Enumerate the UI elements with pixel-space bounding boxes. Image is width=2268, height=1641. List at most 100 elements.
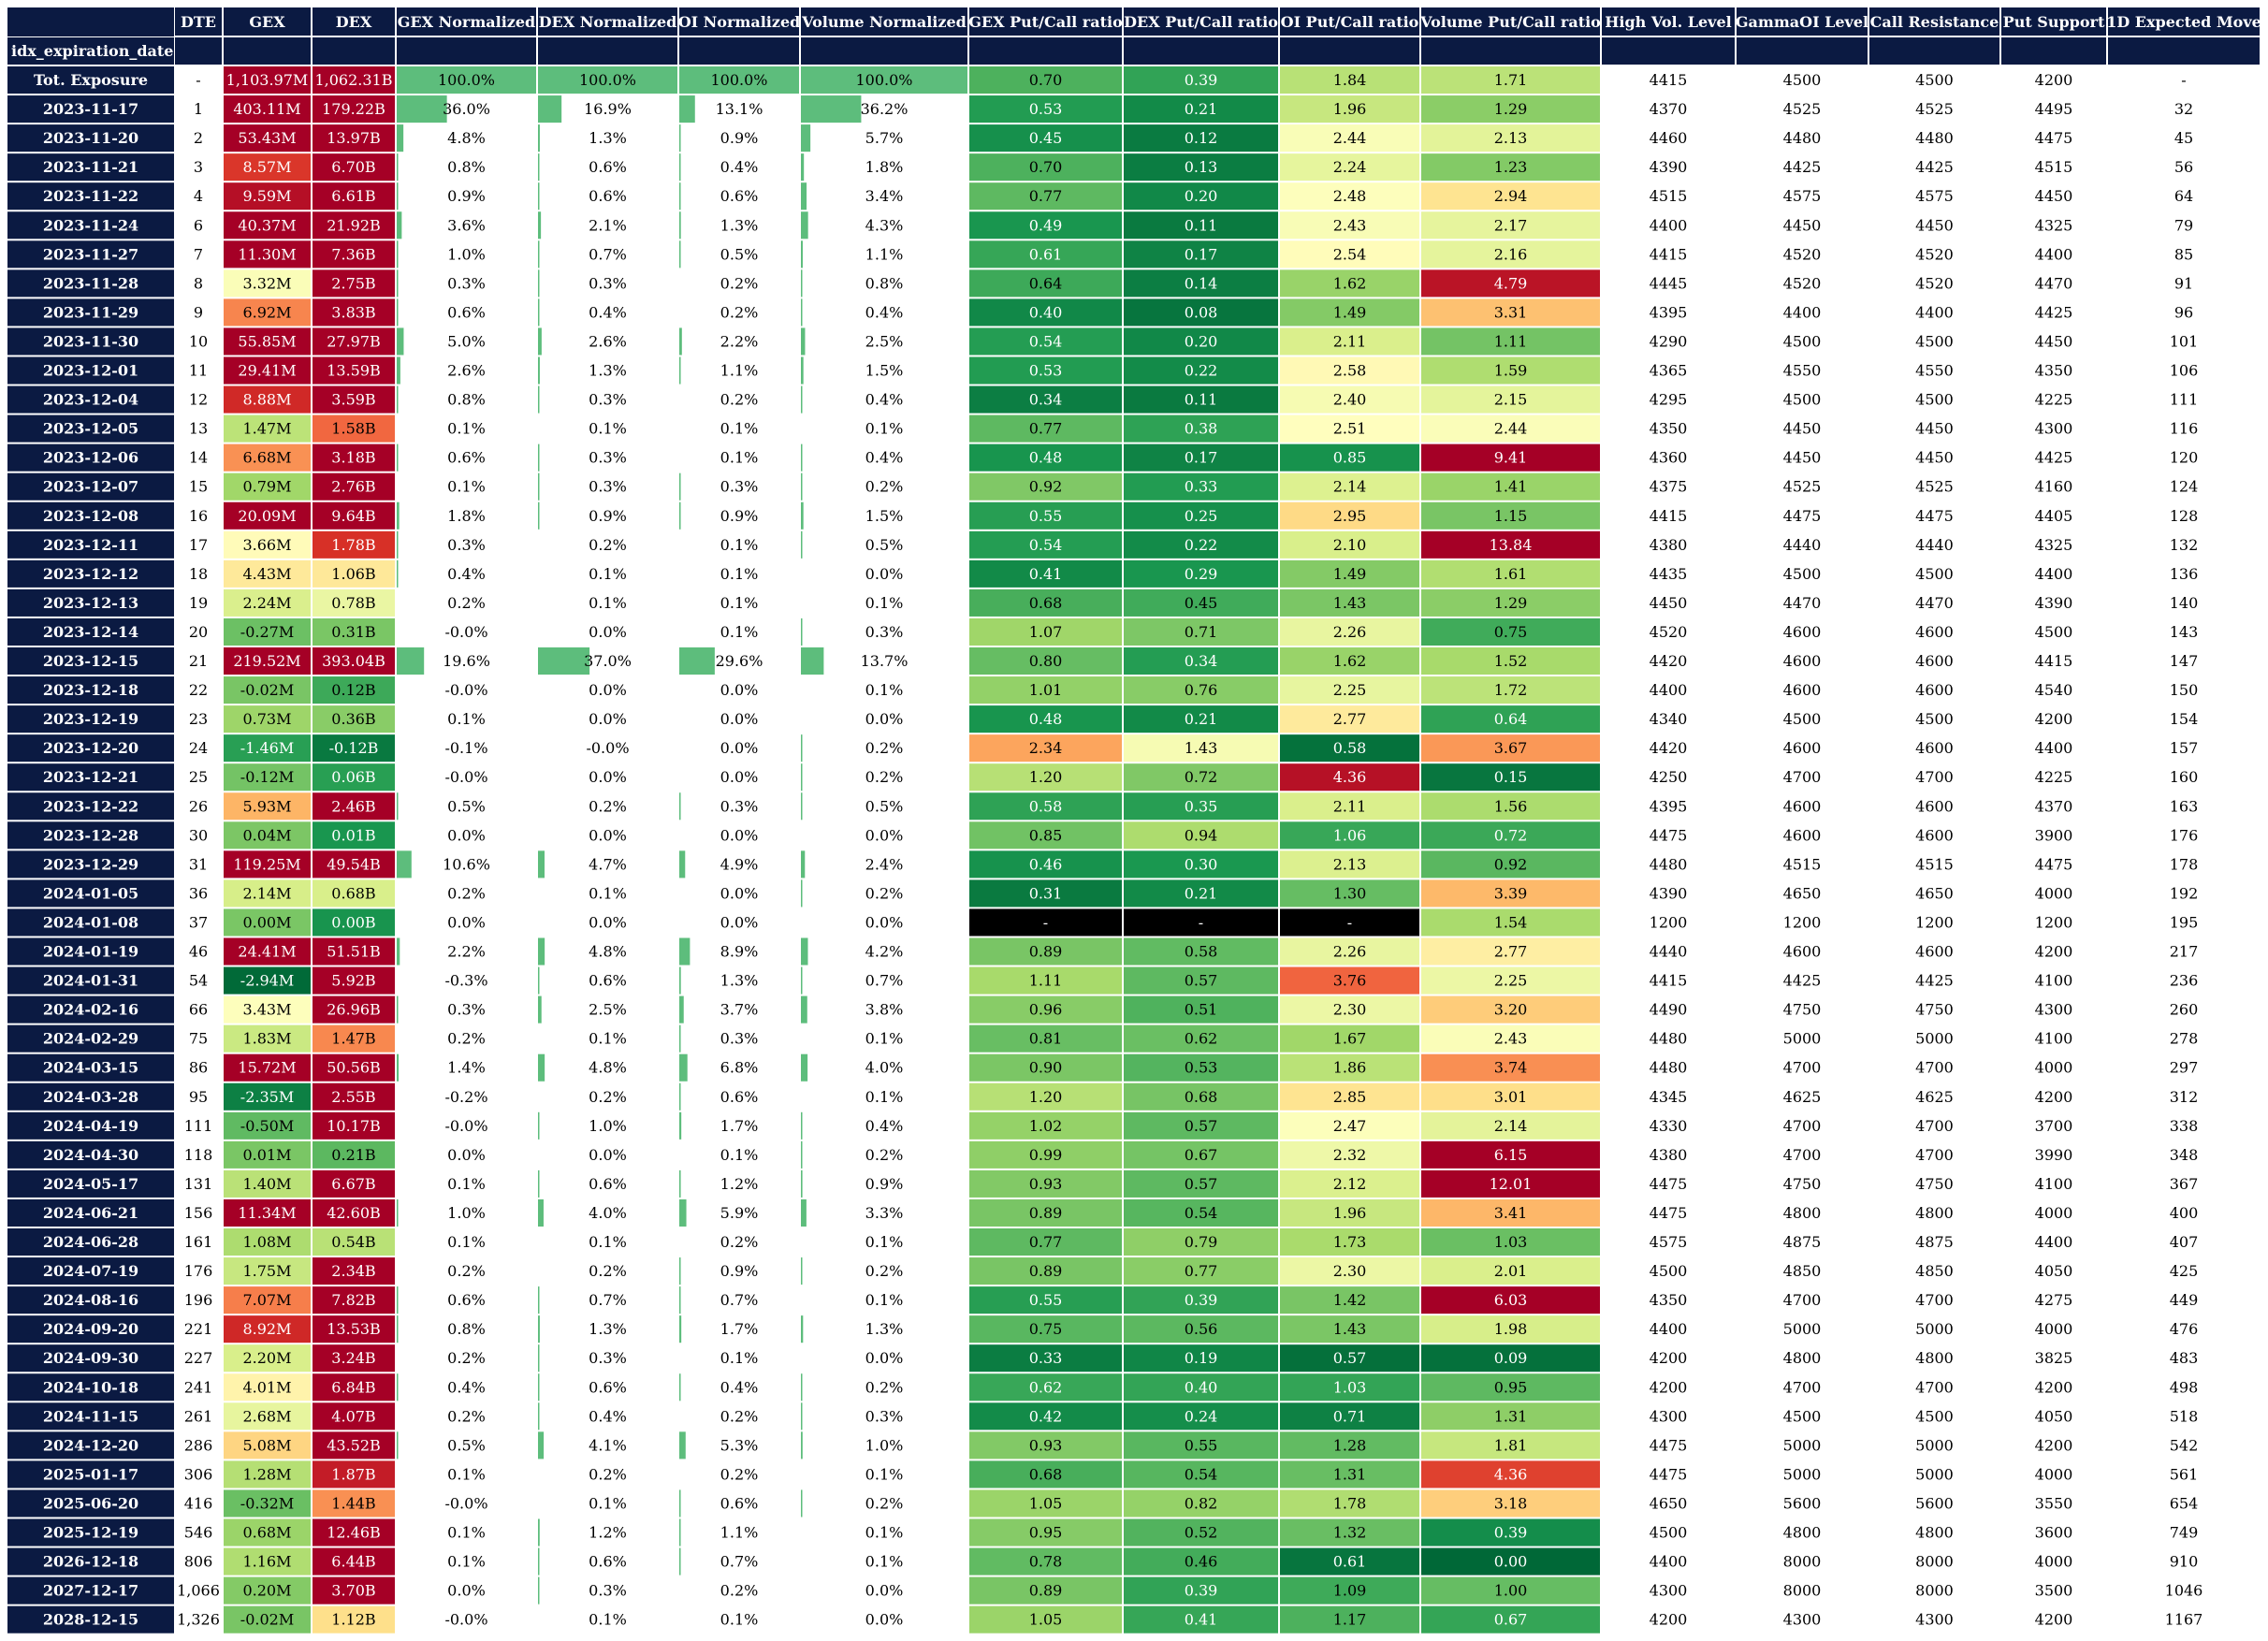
- cell-value-dte: 131: [184, 1175, 213, 1193]
- heat-cell: [1124, 356, 1278, 385]
- normalized-bar: [538, 1547, 540, 1576]
- cell-value-dte: 66: [189, 1001, 208, 1019]
- cell-value-oin: 1.7%: [720, 1320, 759, 1338]
- cell-value-dte: 36: [189, 884, 208, 902]
- cell-value-dexpc: 0.72: [1185, 768, 1218, 786]
- row-date-cell: [7, 1605, 174, 1634]
- cell-value-gexn: 0.8%: [447, 1320, 486, 1338]
- cell-value-oin: 0.4%: [720, 158, 759, 176]
- cell-value-dex: 1.87B: [331, 1465, 375, 1483]
- cell-value-cr: 4600: [1915, 652, 1954, 670]
- cell-value-dex: 3.18B: [331, 449, 375, 467]
- cell-value-oin: 0.3%: [720, 478, 759, 496]
- cell-value-dte: 46: [189, 943, 208, 961]
- cell-value-volpc: 2.44: [1494, 420, 1528, 438]
- heat-cell: [313, 792, 395, 820]
- cell-value-goi: 4500: [1783, 1407, 1822, 1425]
- cell-value-oipc: 1.67: [1333, 1030, 1367, 1048]
- cell-value-gexpc: -: [1043, 913, 1048, 931]
- cell-value-hvl: 4395: [1650, 303, 1688, 321]
- cell-value-gexpc: 0.90: [1029, 1059, 1063, 1077]
- row-date-cell: [7, 792, 174, 820]
- column-header-cell: [679, 7, 799, 36]
- cell-value-em: 111: [2170, 391, 2199, 409]
- cell-value-cr: 4500: [1915, 565, 1954, 583]
- cell-value-goi: 4800: [1783, 1349, 1822, 1367]
- cell-value-dte: 176: [184, 1262, 213, 1280]
- cell-value-oin: 0.2%: [720, 391, 759, 409]
- cell-value-oin: 0.6%: [720, 1494, 759, 1512]
- cell-value-dexpc: 0.55: [1185, 1436, 1218, 1454]
- cell-value-dte: 9: [194, 303, 203, 321]
- cell-value-goi: 4600: [1783, 623, 1822, 641]
- heat-cell: [1124, 995, 1278, 1024]
- cell-value-dexn: 4.7%: [589, 855, 627, 873]
- cell-value-dte: 156: [184, 1204, 213, 1222]
- cell-value-dexpc: -: [1199, 913, 1203, 931]
- cell-value-goi: 4700: [1783, 1117, 1822, 1135]
- cell-value-em: 45: [2174, 129, 2193, 147]
- normalized-bar: [538, 385, 540, 414]
- row-date-cell: [7, 298, 174, 327]
- cell-value-voln: 0.4%: [865, 391, 904, 409]
- cell-value-gex: 0.04M: [242, 826, 291, 844]
- heat-cell: [1421, 356, 1600, 385]
- cell-value-volpc: 2.94: [1494, 187, 1528, 205]
- heat-cell: [224, 1024, 311, 1053]
- row-date-label: 2023-12-20: [43, 739, 138, 757]
- row-date-label: 2024-04-30: [43, 1146, 138, 1164]
- cell-value-hvl: 4460: [1650, 129, 1688, 147]
- heat-cell: [313, 559, 395, 588]
- heat-cell: [1280, 472, 1419, 501]
- cell-value-cr: 4400: [1915, 303, 1954, 321]
- cell-value-gexn: 0.3%: [447, 536, 486, 554]
- cell-value-gexpc: 0.41: [1029, 565, 1063, 583]
- heat-cell: [1280, 501, 1419, 530]
- cell-value-gexn: -0.0%: [444, 1117, 487, 1135]
- cell-value-voln: 0.0%: [865, 1611, 904, 1629]
- heat-cell: [969, 1460, 1122, 1489]
- cell-value-voln: 0.1%: [865, 1465, 904, 1483]
- heat-cell: [1280, 298, 1419, 327]
- normalized-bar: [397, 792, 399, 820]
- cell-value-dexn: 0.7%: [589, 1291, 627, 1309]
- cell-value-dte: 17: [189, 536, 208, 554]
- cell-value-oipc: 2.44: [1333, 129, 1367, 147]
- cell-value-voln: 0.0%: [865, 826, 904, 844]
- cell-value-hvl: 4400: [1650, 1320, 1688, 1338]
- cell-value-voln: 2.5%: [865, 332, 904, 350]
- heat-cell: [224, 734, 311, 762]
- cell-value-oipc: 2.13: [1333, 855, 1367, 873]
- row-date-label: 2023-12-04: [43, 391, 138, 409]
- heat-cell: [224, 182, 311, 211]
- cell-value-gexn: 0.5%: [447, 1436, 486, 1454]
- heat-cell: [224, 356, 311, 385]
- header-corner-cell: [7, 7, 174, 36]
- heat-cell: [313, 1286, 395, 1314]
- cell-value-oipc: 2.95: [1333, 507, 1367, 525]
- cell-value-em: 163: [2170, 797, 2199, 815]
- cell-value-goi: 8000: [1783, 1582, 1822, 1600]
- heat-cell: [313, 821, 395, 850]
- cell-value-voln: 1.8%: [865, 158, 904, 176]
- cell-value-goi: 4600: [1783, 826, 1822, 844]
- cell-value-volpc: 0.15: [1494, 768, 1528, 786]
- normalized-bar: [801, 153, 805, 182]
- normalized-bar: [538, 1576, 540, 1605]
- cell-value-goi: 4850: [1783, 1262, 1822, 1280]
- cell-value-cr: 1200: [1915, 913, 1954, 931]
- cell-value-gexn: 0.6%: [447, 1291, 486, 1309]
- cell-value-gexpc: 0.68: [1029, 594, 1063, 612]
- normalized-bar: [801, 1402, 803, 1430]
- cell-value-gexpc: 0.55: [1029, 1291, 1063, 1309]
- heat-cell: [1421, 95, 1600, 123]
- cell-value-voln: 0.2%: [865, 768, 904, 786]
- normalized-bar: [538, 850, 545, 879]
- cell-value-ps: 3500: [2035, 1582, 2073, 1600]
- cell-value-volpc: 0.75: [1494, 623, 1528, 641]
- normalized-bar: [801, 501, 804, 530]
- cell-value-gexpc: 1.05: [1029, 1611, 1063, 1629]
- cell-value-dte: 221: [184, 1320, 213, 1338]
- row-date-cell: [7, 1344, 174, 1372]
- heat-cell: [224, 1518, 311, 1547]
